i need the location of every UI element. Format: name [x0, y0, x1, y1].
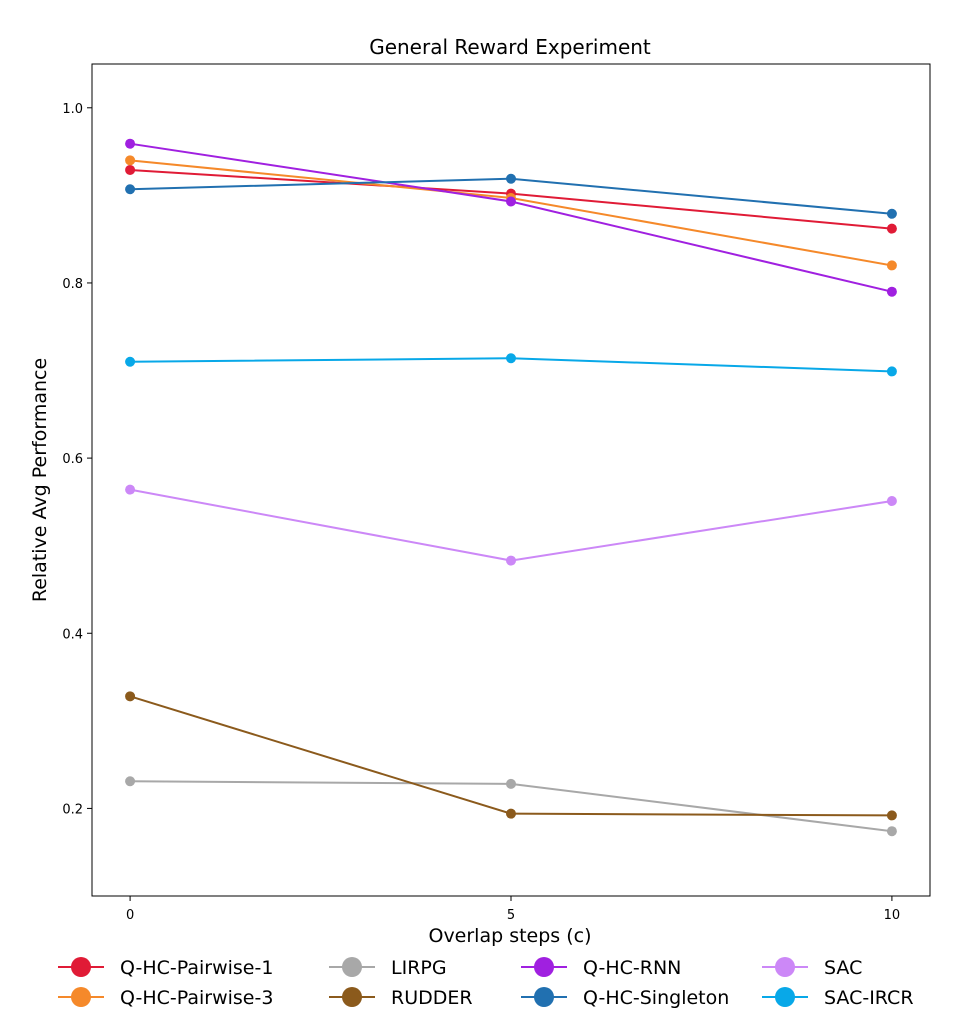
series-line-sac: [129, 488, 893, 562]
x-axis-title: Overlap steps (c): [428, 925, 591, 947]
data-point-sac-ircr: [886, 366, 897, 377]
data-point-lirpg: [886, 826, 897, 837]
y-tick-label: 0.8: [62, 277, 83, 292]
y-axis-title: Relative Avg Performance: [29, 358, 51, 602]
y-tick-label: 0.6: [62, 452, 83, 467]
legend-item-sac-ircr: SAC-IRCR: [762, 987, 914, 1009]
legend-marker-swatch: [342, 987, 362, 1007]
series-q-hc-pairwise-3: [125, 155, 897, 271]
data-point-lirpg: [506, 778, 516, 789]
series-layer: [125, 138, 897, 837]
legend-label: Q-HC-RNN: [583, 957, 681, 979]
series-sac-ircr: [125, 353, 897, 377]
data-point-sac: [886, 496, 897, 507]
legend-item-q-hc-rnn: Q-HC-RNN: [521, 957, 681, 979]
series-q-hc-singleton: [125, 173, 897, 219]
chart-title: General Reward Experiment: [369, 35, 651, 59]
y-tick-label: 0.4: [62, 627, 83, 642]
legend-item-rudder: RUDDER: [329, 987, 473, 1009]
data-point-sac: [506, 555, 516, 566]
data-point-sac-ircr: [125, 356, 136, 367]
data-point-rudder: [506, 808, 516, 819]
data-point-q-hc-pairwise-1: [125, 164, 136, 175]
legend-marker-swatch: [775, 957, 795, 977]
legend-item-lirpg: LIRPG: [329, 957, 447, 979]
legend-item-q-hc-pairwise-1: Q-HC-Pairwise-1: [58, 957, 273, 979]
data-point-sac-ircr: [506, 353, 516, 364]
x-tick-label: 10: [884, 908, 901, 923]
data-point-rudder: [886, 810, 897, 821]
legend-item-q-hc-pairwise-3: Q-HC-Pairwise-3: [58, 987, 273, 1009]
data-point-q-hc-singleton: [125, 184, 136, 195]
x-tick-label: 0: [126, 908, 134, 923]
data-point-q-hc-rnn: [125, 138, 136, 149]
legend-marker-swatch: [71, 957, 91, 977]
x-axis: 0 5 10: [126, 896, 900, 923]
legend-marker-swatch: [534, 987, 554, 1007]
legend-item-q-hc-singleton: Q-HC-Singleton: [521, 987, 729, 1009]
series-q-hc-rnn: [125, 138, 897, 297]
data-point-sac: [125, 484, 136, 495]
y-tick-label: 0.2: [62, 802, 83, 817]
data-point-q-hc-rnn: [506, 196, 516, 207]
legend-label: SAC: [824, 957, 862, 979]
legend-label: Q-HC-Singleton: [583, 987, 729, 1009]
legend-marker-swatch: [534, 957, 554, 977]
data-point-q-hc-pairwise-3: [886, 260, 897, 271]
legend-label: LIRPG: [391, 957, 447, 979]
legend-label: Q-HC-Pairwise-3: [120, 987, 273, 1009]
data-point-q-hc-singleton: [886, 208, 897, 219]
legend-label: RUDDER: [391, 987, 473, 1009]
series-rudder: [125, 691, 897, 821]
series-sac: [125, 484, 897, 566]
legend-marker-swatch: [342, 957, 362, 977]
legend-label: SAC-IRCR: [824, 987, 914, 1009]
data-point-q-hc-pairwise-1: [886, 223, 897, 234]
legend-marker-swatch: [775, 987, 795, 1007]
legend-item-sac: SAC: [762, 957, 862, 979]
series-line-rudder: [129, 695, 892, 817]
legend-label: Q-HC-Pairwise-1: [120, 957, 273, 979]
legend: Q-HC-Pairwise-1 Q-HC-Pairwise-3 LIRPG RUDDE…: [58, 957, 914, 1009]
data-point-rudder: [125, 691, 136, 702]
data-point-q-hc-pairwise-3: [125, 155, 136, 166]
series-lirpg: [125, 776, 897, 837]
data-point-q-hc-rnn: [886, 286, 897, 297]
y-axis: 0.2 0.4 0.6 0.8 1.0: [62, 102, 92, 817]
y-tick-label: 1.0: [62, 102, 83, 117]
data-point-q-hc-singleton: [506, 173, 516, 184]
data-point-lirpg: [125, 776, 136, 787]
legend-marker-swatch: [71, 987, 91, 1007]
x-tick-label: 5: [507, 908, 515, 923]
